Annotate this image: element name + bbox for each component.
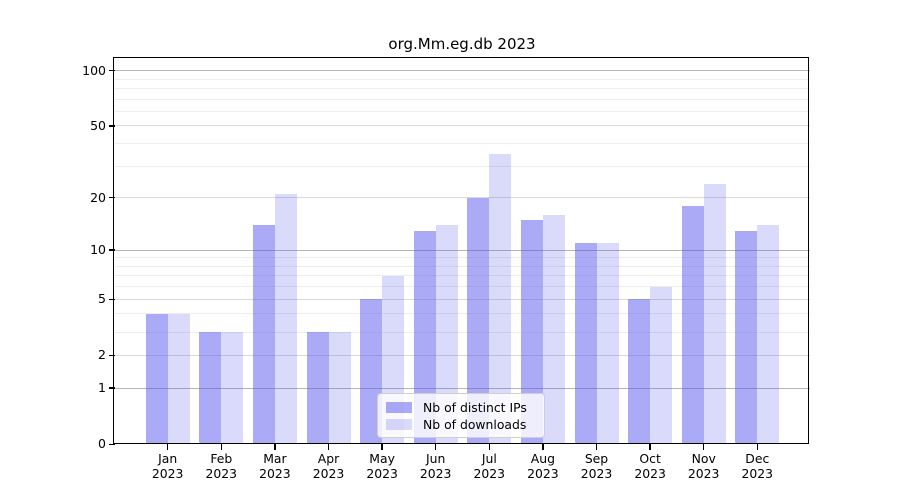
bar-nb-of-downloads-mar: [274, 194, 297, 445]
bar-nb-of-distinct-ips-jun: [413, 230, 436, 445]
gridline-minor: [114, 275, 810, 277]
x-tick-label: Jan 2023: [151, 450, 184, 482]
gridline-decade: [114, 70, 810, 72]
gridline-minor: [114, 165, 810, 167]
y-tick-mark: [108, 387, 115, 389]
bar-nb-of-downloads-oct: [650, 286, 673, 445]
x-tick-label: Sep 2023: [580, 450, 613, 482]
bar-nb-of-downloads-dec: [757, 225, 780, 445]
x-tick-label: Jul 2023: [473, 450, 506, 482]
y-tick-label: 20: [90, 189, 106, 205]
x-tick-mark: [488, 444, 490, 450]
gridline-minor: [114, 78, 810, 80]
x-tick-mark: [327, 444, 330, 450]
legend-label: Nb of distinct IPs: [423, 400, 527, 415]
bar-nb-of-distinct-ips-nov: [681, 205, 704, 445]
x-tick-label: Apr 2023: [312, 450, 345, 482]
x-tick-mark: [649, 444, 651, 450]
legend-row: Nb of distinct IPs: [386, 400, 536, 415]
x-tick-label: Mar 2023: [259, 450, 291, 482]
y-tick-label: 100: [82, 62, 106, 78]
bar-nb-of-downloads-aug: [542, 214, 565, 445]
x-tick-mark: [167, 444, 169, 450]
gridline-minor: [114, 87, 810, 89]
bar-nb-of-distinct-ips-aug: [520, 219, 543, 445]
legend-swatch-downloads: [386, 419, 412, 430]
bar-nb-of-distinct-ips-mar: [252, 225, 275, 445]
bar-nb-of-downloads-feb: [221, 332, 244, 445]
x-tick-mark: [595, 444, 598, 450]
x-tick-label: Feb 2023: [205, 450, 238, 482]
bar-nb-of-distinct-ips-feb: [199, 332, 222, 445]
gridline-major: [114, 354, 810, 356]
x-tick-mark: [220, 444, 222, 450]
legend-label: Nb of downloads: [423, 417, 527, 432]
y-tick-mark: [108, 354, 115, 357]
legend: Nb of distinct IPs Nb of downloads: [377, 393, 545, 438]
y-tick-mark: [108, 69, 115, 72]
gridline-minor: [114, 313, 810, 315]
x-tick-mark: [542, 444, 544, 450]
gridline-major: [114, 298, 810, 300]
x-tick-label: Oct 2023: [634, 450, 666, 482]
gridline-minor: [114, 331, 810, 333]
x-tick-mark: [274, 444, 276, 450]
bar-nb-of-downloads-sep: [596, 243, 619, 445]
gridline-minor: [114, 143, 810, 145]
bar-nb-of-distinct-ips-sep: [574, 243, 597, 445]
y-tick-label: 0: [98, 436, 106, 452]
x-tick-mark: [435, 444, 437, 450]
bar-nb-of-downloads-jul: [489, 154, 512, 445]
y-tick-mark: [108, 249, 115, 251]
gridline-minor: [114, 98, 810, 100]
y-tick-mark: [108, 443, 115, 445]
y-tick-label: 5: [98, 291, 106, 307]
x-tick-label: May 2023: [366, 450, 398, 482]
bar-nb-of-distinct-ips-may: [360, 299, 383, 445]
x-tick-label: Jun 2023: [419, 450, 452, 482]
bar-nb-of-distinct-ips-jan: [145, 313, 168, 445]
chart-title: org.Mm.eg.db 2023: [388, 35, 536, 53]
y-tick-label: 2: [98, 347, 106, 363]
bar-nb-of-downloads-apr: [328, 332, 351, 445]
x-tick-mark: [756, 444, 758, 450]
bar-nb-of-downloads-jun: [435, 225, 458, 445]
x-tick-label: Aug 2023: [527, 450, 559, 482]
y-tick-mark: [108, 298, 115, 300]
bar-nb-of-downloads-jan: [167, 313, 190, 445]
gridline-minor: [114, 265, 810, 267]
bar-nb-of-distinct-ips-oct: [628, 299, 651, 445]
gridline-decade: [114, 249, 810, 251]
x-tick-mark: [381, 444, 383, 450]
x-tick-mark: [703, 444, 705, 450]
gridline-major: [114, 197, 810, 199]
gridline-minor: [114, 286, 810, 288]
gridline-decade: [114, 387, 810, 389]
gridline-minor: [114, 110, 810, 112]
y-tick-label: 50: [90, 117, 106, 133]
bar-nb-of-distinct-ips-apr: [306, 332, 329, 445]
legend-swatch-distinct-ips: [386, 402, 412, 413]
y-tick-label: 10: [90, 242, 106, 258]
y-tick-label: 1: [98, 380, 106, 396]
x-tick-label: Nov 2023: [687, 450, 720, 482]
gridline-major: [114, 125, 810, 127]
gridline-minor: [114, 257, 810, 259]
bar-nb-of-distinct-ips-jul: [467, 197, 490, 445]
legend-row: Nb of downloads: [386, 417, 536, 432]
y-tick-mark: [108, 197, 115, 199]
x-tick-label: Dec 2023: [741, 450, 774, 482]
bar-nb-of-distinct-ips-dec: [735, 230, 758, 445]
bar-nb-of-downloads-nov: [703, 183, 726, 445]
y-tick-mark: [108, 125, 115, 127]
